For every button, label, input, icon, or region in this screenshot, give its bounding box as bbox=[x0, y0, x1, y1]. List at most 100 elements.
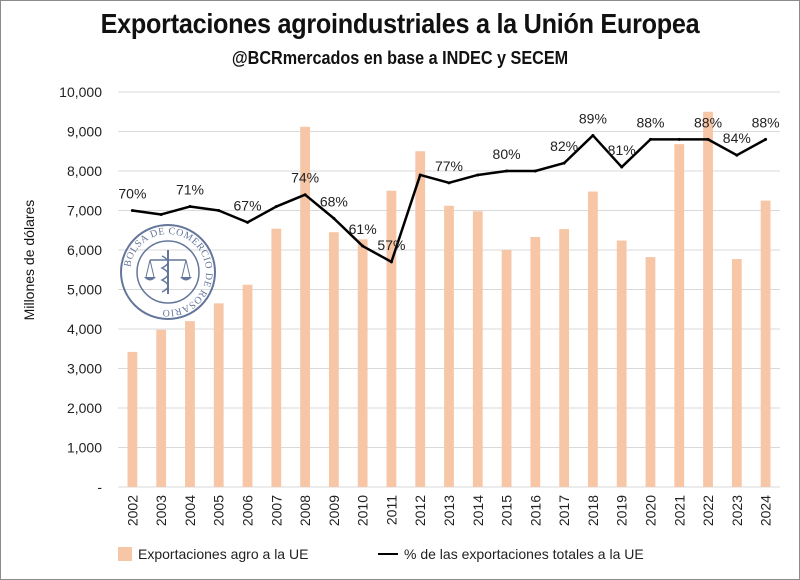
percent-label-2015: 80% bbox=[493, 146, 521, 162]
bar-2021 bbox=[674, 144, 685, 487]
percent-label-2009: 68% bbox=[320, 193, 348, 209]
bar-2012 bbox=[415, 151, 426, 487]
y-tick-label: - bbox=[97, 479, 102, 495]
percent-point-2009 bbox=[332, 216, 336, 220]
percent-point-2004 bbox=[188, 205, 192, 209]
chart-subtitle: @BCRmercados en base a INDEC y SECEM bbox=[231, 48, 569, 68]
legend-line-label: % de las exportaciones totales a la UE bbox=[404, 546, 644, 562]
percent-label-2018: 89% bbox=[579, 110, 607, 126]
chart-title: Exportaciones agroindustriales a la Unió… bbox=[100, 8, 700, 39]
percent-label-2004: 71% bbox=[176, 182, 204, 198]
x-tick-label-2002: 2002 bbox=[124, 495, 140, 526]
x-tick-label-2021: 2021 bbox=[671, 495, 687, 526]
y-tick-label: 6,000 bbox=[67, 242, 102, 258]
percent-point-2005 bbox=[217, 209, 221, 212]
bar-2009 bbox=[328, 232, 339, 487]
x-tick-label-2004: 2004 bbox=[182, 495, 198, 526]
x-axis-ticks: 2002 2003 2004 2005 2006 2007 2008 2009 2010 2011… bbox=[124, 495, 773, 526]
x-tick-label-2011: 2011 bbox=[383, 495, 399, 525]
x-tick-label-2009: 2009 bbox=[326, 495, 342, 526]
y-tick-label: 9,000 bbox=[67, 124, 102, 140]
y-axis-ticks: - 1,000 2,000 3,000 4,000 5,000 6,000 7,000 8,00… bbox=[59, 84, 102, 495]
y-tick-label: 10,000 bbox=[59, 84, 102, 100]
percent-point-2010 bbox=[361, 244, 365, 248]
percent-label-2002: 70% bbox=[118, 186, 146, 202]
bar-2015 bbox=[501, 250, 512, 487]
percent-point-2017 bbox=[562, 161, 566, 165]
percent-point-2016 bbox=[533, 169, 537, 173]
bar-2013 bbox=[444, 205, 454, 487]
legend-item-bars: Exportaciones agro a la UE bbox=[118, 546, 308, 562]
bar-2017 bbox=[559, 229, 570, 487]
bar-2014 bbox=[472, 211, 483, 488]
bar-2023 bbox=[731, 259, 742, 487]
percent-point-2011 bbox=[389, 260, 393, 264]
x-tick-label-2022: 2022 bbox=[700, 495, 716, 526]
x-tick-label-2008: 2008 bbox=[297, 495, 313, 526]
bcr-seal-logo: BOLSA DE COMERCIO DE ROSARIO bbox=[120, 224, 216, 320]
percent-point-2014 bbox=[476, 173, 480, 177]
percent-point-2003 bbox=[159, 212, 163, 216]
percent-label-2019: 81% bbox=[608, 142, 636, 158]
percent-point-2022 bbox=[706, 137, 710, 141]
percent-point-2023 bbox=[735, 153, 739, 157]
bar-2008 bbox=[300, 126, 310, 487]
percent-label-2013: 77% bbox=[435, 158, 463, 174]
y-tick-label: 2,000 bbox=[67, 400, 102, 416]
y-tick-label: 1,000 bbox=[67, 440, 102, 456]
percent-label-2006: 67% bbox=[234, 197, 262, 213]
y-axis-label: Millones de dólares bbox=[21, 200, 37, 321]
percent-label-2008: 74% bbox=[291, 170, 319, 186]
bar-2011 bbox=[386, 190, 397, 487]
percent-point-2006 bbox=[246, 220, 250, 224]
percent-point-2019 bbox=[620, 165, 624, 169]
x-tick-label-2019: 2019 bbox=[614, 495, 630, 526]
percent-label-2020: 88% bbox=[636, 114, 664, 130]
bar-2019 bbox=[616, 240, 627, 487]
percent-point-2024 bbox=[764, 137, 768, 141]
x-tick-label-2014: 2014 bbox=[470, 495, 486, 526]
percent-point-2007 bbox=[274, 205, 278, 209]
bar-2006 bbox=[242, 284, 253, 487]
bar-2007 bbox=[271, 228, 282, 488]
percent-label-2011: 57% bbox=[377, 237, 405, 253]
bar-2020 bbox=[645, 257, 656, 487]
x-tick-label-2006: 2006 bbox=[240, 495, 256, 526]
x-tick-label-2018: 2018 bbox=[585, 495, 601, 526]
x-tick-label-2003: 2003 bbox=[153, 495, 169, 526]
bar-2005 bbox=[213, 303, 224, 487]
bar-2022 bbox=[703, 111, 713, 487]
x-tick-label-2017: 2017 bbox=[556, 495, 572, 526]
x-tick-label-2023: 2023 bbox=[729, 495, 745, 526]
percent-point-2008 bbox=[303, 193, 307, 197]
y-tick-label: 4,000 bbox=[67, 321, 102, 337]
percent-point-2002 bbox=[130, 209, 134, 212]
legend-bar-swatch bbox=[118, 547, 132, 561]
legend-item-line: % de las exportaciones totales a la UE bbox=[378, 546, 644, 562]
percent-label-2022: 88% bbox=[694, 114, 722, 130]
x-tick-label-2005: 2005 bbox=[211, 495, 227, 526]
legend: Exportaciones agro a la UE % de las expo… bbox=[0, 546, 800, 570]
percent-labels: 70% 71%67%74%68%61%57%77%80% 82%89%81%88% 8… bbox=[118, 110, 779, 252]
x-tick-label-2016: 2016 bbox=[527, 495, 543, 526]
percent-point-2020 bbox=[648, 137, 652, 141]
x-tick-label-2015: 2015 bbox=[499, 495, 515, 526]
percent-point-2015 bbox=[505, 169, 509, 173]
x-tick-label-2012: 2012 bbox=[412, 495, 428, 526]
y-tick-label: 8,000 bbox=[67, 163, 102, 179]
bar-2016 bbox=[530, 236, 541, 487]
percent-label-2023: 84% bbox=[723, 130, 751, 146]
bar-2002 bbox=[127, 351, 138, 487]
percent-point-2021 bbox=[677, 137, 681, 141]
x-tick-label-2010: 2010 bbox=[355, 495, 371, 526]
y-tick-label: 3,000 bbox=[67, 361, 102, 377]
bar-2004 bbox=[185, 321, 195, 487]
percent-label-2010: 61% bbox=[349, 221, 377, 237]
percent-label-2024: 88% bbox=[752, 114, 780, 130]
x-tick-label-2024: 2024 bbox=[758, 495, 774, 526]
bar-2003 bbox=[156, 329, 167, 487]
bar-2018 bbox=[588, 191, 598, 488]
line-series bbox=[130, 133, 768, 264]
x-tick-label-2007: 2007 bbox=[268, 495, 284, 526]
